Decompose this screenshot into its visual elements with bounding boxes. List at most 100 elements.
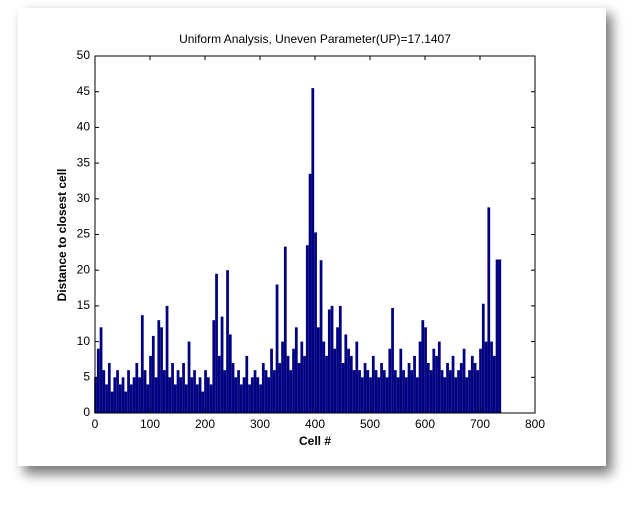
bar	[388, 348, 392, 413]
y-tick-label: 0	[83, 405, 90, 419]
bar	[94, 377, 97, 413]
bar	[253, 370, 257, 413]
bar	[435, 355, 438, 413]
bar	[352, 370, 356, 413]
bar	[127, 370, 130, 413]
bar	[305, 245, 309, 413]
bar	[226, 270, 229, 413]
bar	[308, 173, 312, 413]
bar	[396, 377, 400, 413]
bar	[338, 305, 342, 413]
bar	[380, 363, 383, 413]
bar	[470, 355, 474, 413]
bar	[358, 370, 361, 413]
bar	[146, 384, 150, 413]
bar	[154, 377, 158, 413]
x-axis-label: Cell #	[299, 434, 331, 448]
bar	[245, 355, 249, 413]
bar	[446, 363, 449, 413]
bar	[228, 334, 232, 413]
bar	[459, 363, 463, 413]
bar	[498, 259, 502, 413]
bar	[278, 363, 282, 413]
bar	[121, 377, 125, 413]
bar	[476, 370, 480, 413]
bar	[217, 355, 221, 413]
bar	[454, 377, 458, 413]
bar	[377, 377, 381, 413]
bar	[407, 363, 411, 413]
bar	[462, 348, 466, 413]
bar	[182, 363, 185, 413]
y-tick-label: 5	[83, 369, 90, 383]
bar	[316, 327, 320, 413]
bar	[135, 363, 139, 413]
bar	[473, 363, 477, 413]
x-tick-label: 500	[360, 417, 380, 431]
bar	[492, 355, 496, 413]
bar	[429, 370, 433, 413]
bar	[201, 391, 205, 413]
bar	[239, 384, 243, 413]
y-tick-label: 20	[77, 262, 91, 276]
bar	[451, 355, 455, 413]
bar	[443, 377, 447, 413]
bar	[336, 327, 339, 413]
bar	[437, 341, 441, 413]
x-tick-label: 700	[470, 417, 490, 431]
bar	[168, 377, 172, 413]
y-tick-label: 35	[77, 155, 91, 169]
y-tick-label: 30	[77, 191, 91, 205]
x-tick-label: 100	[140, 417, 160, 431]
bar	[151, 335, 155, 413]
bar	[319, 260, 323, 413]
bar	[487, 207, 491, 413]
bar	[105, 384, 108, 413]
bar	[292, 348, 295, 413]
bar	[286, 355, 290, 413]
bar	[102, 370, 106, 413]
bar	[311, 88, 315, 413]
bar	[176, 370, 180, 413]
bar	[179, 377, 183, 413]
bar	[198, 377, 202, 413]
bar	[110, 391, 114, 413]
bar	[448, 370, 452, 413]
bar	[209, 384, 213, 413]
bar	[297, 363, 301, 413]
bar	[132, 377, 136, 413]
bar	[374, 370, 378, 413]
bar	[212, 320, 216, 413]
bar	[206, 377, 210, 413]
bar	[327, 309, 331, 413]
bar	[184, 384, 188, 413]
bar	[283, 246, 287, 413]
bar	[393, 370, 397, 413]
bar	[457, 370, 460, 413]
bar	[341, 363, 345, 413]
bar	[314, 232, 317, 413]
bar	[371, 355, 375, 413]
bar	[140, 315, 144, 413]
y-axis-label: Distance to closest cell	[55, 169, 69, 302]
bar	[215, 273, 218, 413]
bar	[187, 341, 191, 413]
bar	[193, 370, 196, 413]
bar	[347, 348, 350, 413]
bar	[242, 377, 246, 413]
bar	[432, 348, 436, 413]
bar	[410, 370, 414, 413]
bar	[256, 377, 260, 413]
bar	[418, 341, 422, 413]
bar	[195, 384, 199, 413]
bar	[360, 377, 364, 413]
bar	[143, 370, 147, 413]
x-tick-label: 300	[250, 417, 270, 431]
bar	[267, 377, 271, 413]
bar	[231, 363, 235, 413]
bar	[490, 341, 493, 413]
bar	[404, 377, 408, 413]
bar	[272, 370, 276, 413]
x-tick-label: 800	[525, 417, 545, 431]
